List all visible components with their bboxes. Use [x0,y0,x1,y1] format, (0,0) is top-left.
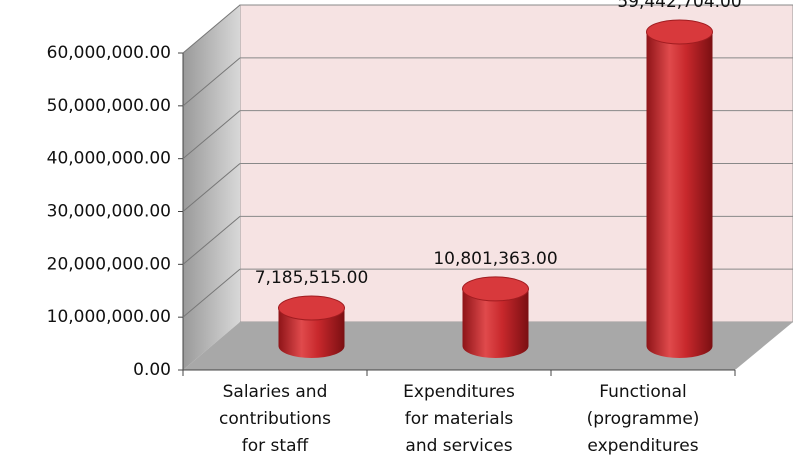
y-tick-label: 60,000,000.00 [47,43,171,63]
cylinder-top [278,295,345,321]
bar [462,276,529,358]
cylinder-top [462,276,529,302]
grid-line [182,215,241,265]
bar [646,19,713,359]
cylinder-body [278,308,345,358]
grid-line [182,57,241,107]
y-tick-label: 10,000,000.00 [47,307,171,327]
y-tick-label: 0.00 [133,360,171,380]
y-tick-label: 50,000,000.00 [47,96,171,116]
x-tick-label: Salaries and contributions for staff [219,382,331,456]
grid-line [182,268,241,318]
x-tick-label: Functional (programme) expenditures [587,382,700,456]
value-label: 10,801,363.00 [433,249,557,269]
value-label: 59,442,704.00 [617,0,741,12]
y-tick-label: 40,000,000.00 [47,149,171,169]
grid-line [182,163,241,212]
cylinder-body [462,288,529,358]
cylinder-top [646,19,713,45]
grid-line [182,4,241,54]
x-tick-label: Expenditures for materials and services [403,382,515,456]
y-tick-label: 20,000,000.00 [47,254,171,274]
y-tick-label: 30,000,000.00 [47,202,171,222]
value-label: 7,185,515.00 [255,268,369,288]
grid-line [182,110,241,160]
bar [278,295,345,358]
cylinder-body [646,31,713,359]
